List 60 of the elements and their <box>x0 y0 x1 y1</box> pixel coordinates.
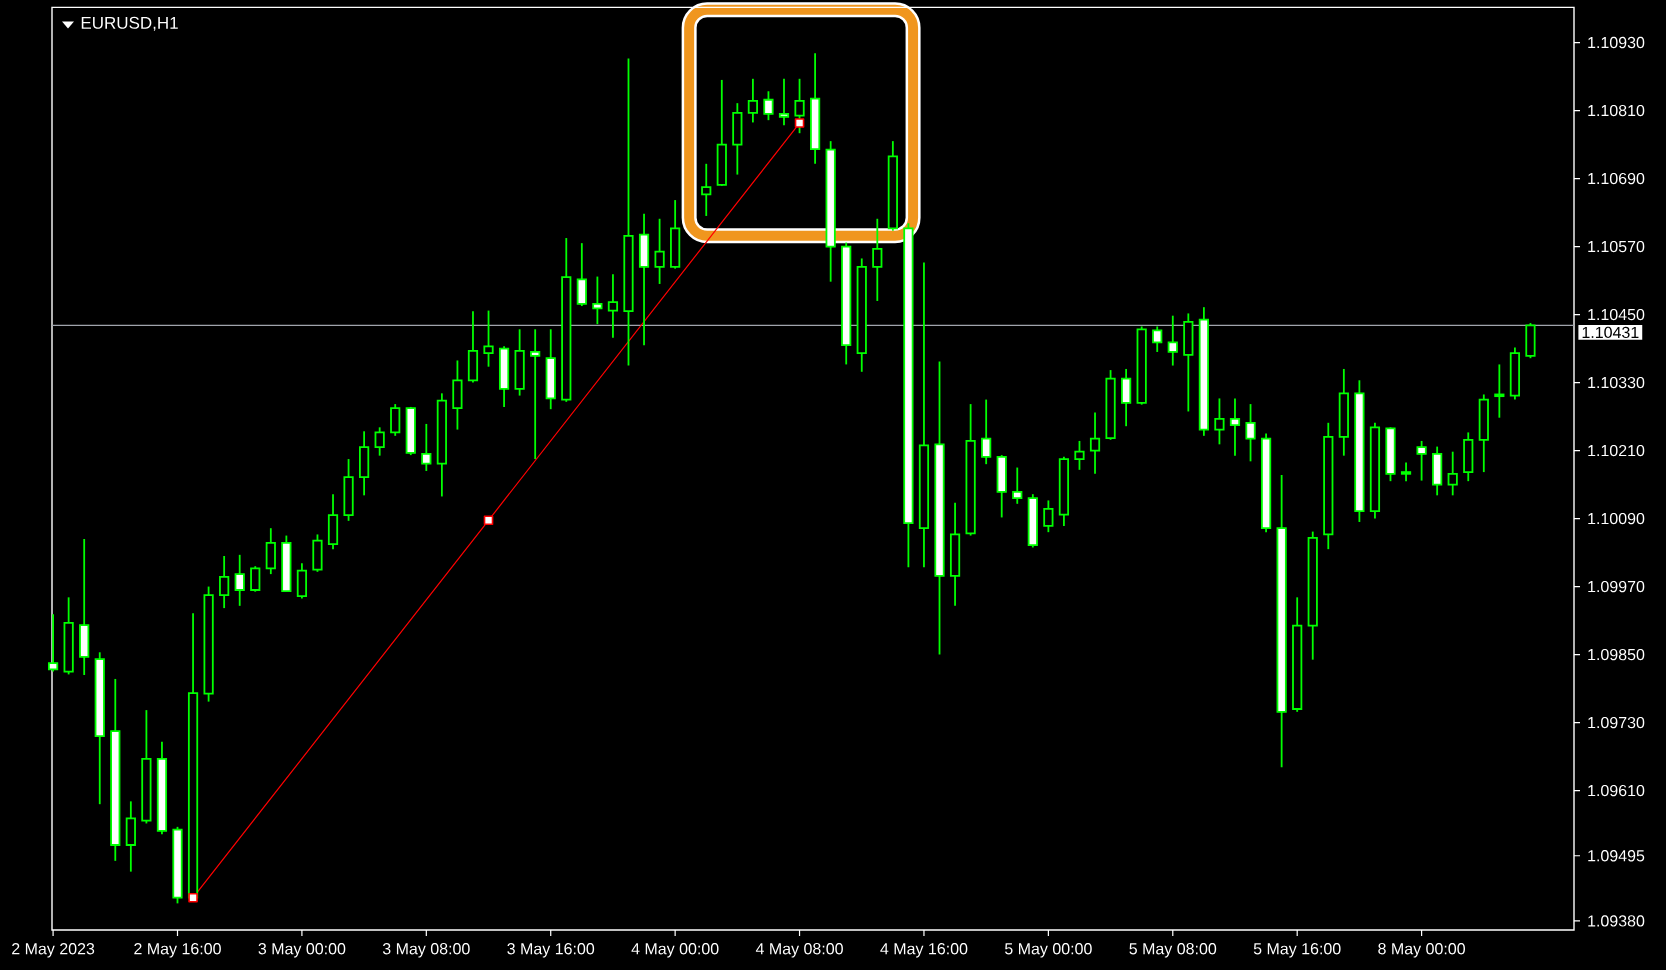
candlestick <box>1494 363 1505 419</box>
y-tick-label: 1.10090 <box>1588 512 1645 525</box>
candlestick <box>592 275 603 326</box>
x-tick-label: 5 May 08:00 <box>1129 943 1217 958</box>
y-tick-label: 1.10690 <box>1588 172 1645 185</box>
candlestick <box>1447 450 1458 497</box>
candlestick <box>1043 499 1054 534</box>
y-tick-label: 1.10450 <box>1588 308 1645 321</box>
candlestick <box>234 553 245 607</box>
candlestick <box>701 162 712 217</box>
x-tick-label: 5 May 00:00 <box>1004 943 1092 958</box>
chart-title: EURUSD,H1 <box>81 16 178 31</box>
candlestick <box>981 398 992 466</box>
candlestick <box>374 426 385 457</box>
y-tick-label: 1.09495 <box>1588 850 1645 862</box>
candlestick <box>483 309 494 368</box>
x-tick-label: 2 May 2023 <box>12 943 95 958</box>
y-tick-label: 1.10930 <box>1588 36 1645 49</box>
candlestick <box>1089 411 1101 475</box>
candlestick <box>778 77 790 127</box>
candlestick <box>250 565 261 593</box>
x-tick-label: 3 May 00:00 <box>258 943 346 958</box>
candlestick <box>1245 403 1256 463</box>
y-tick-label: 1.09380 <box>1588 915 1645 927</box>
point <box>794 118 805 128</box>
candlestick <box>1152 325 1163 353</box>
candlestick <box>1167 314 1178 367</box>
candlestick <box>1229 397 1241 457</box>
candlestick <box>421 423 432 472</box>
x-tick-label: 8 May 00:00 <box>1378 943 1465 958</box>
x-tick-label: 3 May 08:00 <box>382 943 470 958</box>
y-tick-label: 1.09610 <box>1588 784 1645 797</box>
candlestick <box>219 555 230 610</box>
candlestick <box>1400 461 1412 483</box>
y-tick-label: 1.10210 <box>1588 444 1645 457</box>
candlestick <box>530 328 541 460</box>
x-tick-label: 4 May 08:00 <box>755 943 843 958</box>
candlestick <box>872 217 883 302</box>
candlestick <box>1074 440 1085 471</box>
x-tick-label: 5 May 16:00 <box>1253 943 1341 958</box>
x-tick-label: 4 May 16:00 <box>880 943 968 958</box>
candlestick <box>1214 397 1225 446</box>
x-tick-label: 3 May 16:00 <box>507 943 595 958</box>
candlestick <box>747 77 758 124</box>
x-tick-label: 4 May 00:00 <box>631 943 719 958</box>
x-tick-label: 2 May 16:00 <box>134 943 221 958</box>
y-tick-label: 1.09970 <box>1588 580 1645 593</box>
candlestick <box>1416 440 1427 482</box>
point <box>188 892 198 903</box>
y-tick-label: 1.10810 <box>1588 104 1645 117</box>
y-tick-label: 1.10330 <box>1588 376 1645 389</box>
y-tick-label: 1.09730 <box>1588 716 1645 729</box>
y-tick-label: 1.10570 <box>1588 240 1645 253</box>
candlestick <box>607 273 619 339</box>
candlestick <box>654 217 665 285</box>
candlestick <box>763 90 774 122</box>
ref-line-label: 1.10431 <box>1582 326 1639 339</box>
candlestick <box>1012 466 1023 505</box>
y-tick-label: 1.09850 <box>1588 648 1645 661</box>
point <box>483 515 494 526</box>
